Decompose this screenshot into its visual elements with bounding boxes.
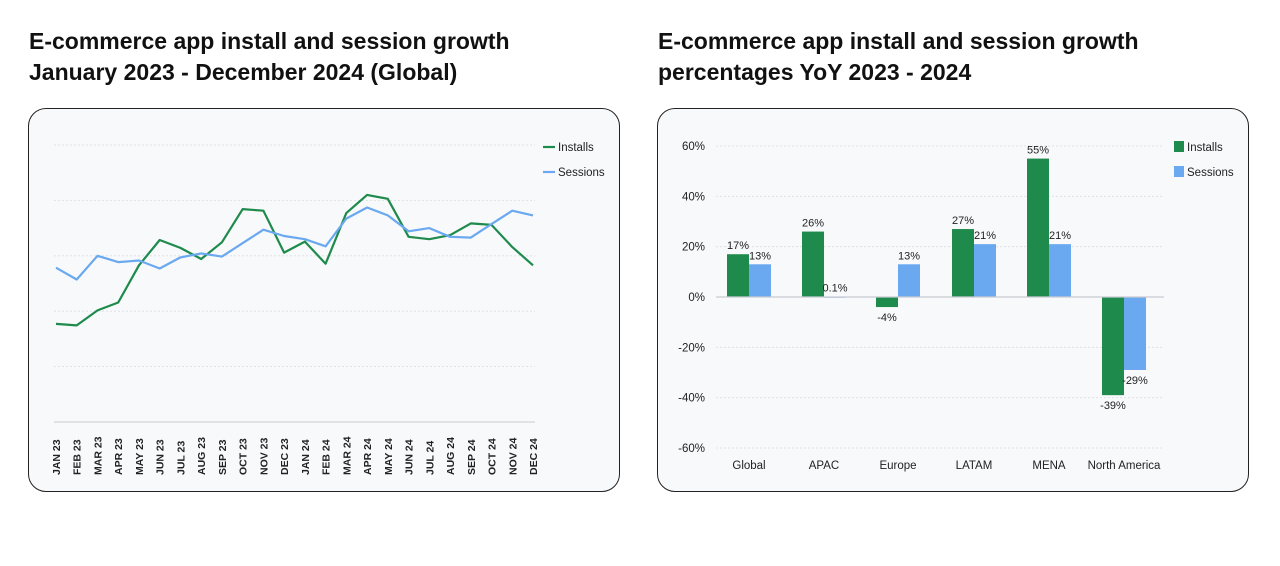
series-line-installs (55, 193, 534, 327)
y-tick-label: -40% (678, 393, 705, 405)
bar-sessions-north-america (1124, 297, 1146, 370)
x-tick-label: OCT 24 (487, 438, 499, 475)
y-tick-label: 20% (682, 242, 705, 254)
y-tick-label: 60% (682, 141, 705, 153)
x-tick-label: AUG 23 (196, 437, 208, 475)
data-label: 55% (1027, 145, 1049, 157)
bar-chart-card: 60% 40% 20% 0% -20% -40% -60% 17% 13% Global 26% 0.… (657, 108, 1249, 492)
data-label: 21% (1049, 230, 1071, 242)
x-tick-label: MAY 23 (134, 438, 146, 475)
x-tick-label: MAR 24 (341, 436, 353, 475)
legend-label-sessions: Sessions (558, 167, 605, 179)
data-label: 0.1% (822, 283, 847, 295)
data-label: 13% (749, 250, 771, 262)
x-tick-label: APR 23 (113, 438, 125, 475)
bar-installs-global (727, 254, 749, 297)
y-tick-label: 40% (682, 191, 705, 203)
bar-installs-north-america (1102, 297, 1124, 396)
y-tick-label: 0% (688, 292, 705, 304)
series-line-sessions (55, 206, 534, 281)
bar-chart: 60%40%20%0%-20%-40%-60%17%13%Global26%0.… (678, 141, 1234, 472)
legend-swatch-sessions (1174, 166, 1184, 177)
right-chart-title-line2: percentages YoY 2023 - 2024 (658, 59, 972, 85)
x-tick-label: JUN 23 (155, 439, 167, 475)
left-chart-title-line2: January 2023 - December 2024 (Global) (29, 59, 458, 85)
bar-sessions-mena (1049, 244, 1071, 297)
legend-label-installs: Installs (1187, 142, 1223, 154)
x-tick-label: JUN 24 (404, 439, 416, 475)
x-tick-label: Global (732, 460, 765, 472)
bar-installs-europe (876, 297, 898, 308)
line-chart: JAN 23 FEB 23 MAR 23 APR 23 MAY 23 JUN 23 JUL … (51, 142, 605, 475)
x-tick-label: AUG 24 (445, 437, 457, 475)
data-label: 26% (802, 218, 824, 230)
x-tick-label: MENA (1032, 460, 1066, 472)
x-tick-label: Europe (879, 460, 916, 472)
data-label: 27% (952, 215, 974, 227)
x-tick-label: JAN 24 (300, 439, 312, 475)
x-tick-label: NOV 23 (258, 437, 270, 475)
x-tick-label: LATAM (956, 460, 993, 472)
data-label: -39% (1100, 400, 1126, 412)
x-tick-label: JAN 23 (51, 439, 63, 475)
x-tick-label: MAR 23 (92, 436, 104, 475)
legend-label-installs: Installs (558, 142, 594, 154)
bar-installs-apac (802, 231, 824, 297)
data-label: -4% (877, 312, 897, 324)
data-label: 21% (974, 230, 996, 242)
x-tick-label: APR 24 (362, 438, 374, 475)
x-tick-label: MAY 24 (383, 438, 395, 475)
legend-label-sessions: Sessions (1187, 167, 1234, 179)
x-tick-label: JUL 23 (175, 441, 187, 475)
x-tick-label: NOV 24 (507, 437, 519, 475)
x-tick-label: SEP 23 (217, 439, 229, 475)
x-tick-label: OCT 23 (238, 438, 250, 475)
x-tick-label: JUL 24 (424, 441, 436, 475)
data-label: -29% (1122, 375, 1148, 387)
right-chart-title-line1: E-commerce app install and session growt… (658, 28, 1139, 54)
y-tick-label: -20% (678, 342, 705, 354)
bar-sessions-global (749, 264, 771, 297)
bar-sessions-europe (898, 264, 920, 297)
bar-sessions-latam (974, 244, 996, 297)
y-tick-label: -60% (678, 443, 705, 455)
data-label: 13% (898, 250, 920, 262)
x-tick-label: SEP 24 (466, 439, 478, 475)
x-tick-label: DEC 24 (528, 438, 540, 475)
left-chart-title-line1: E-commerce app install and session growt… (29, 28, 510, 54)
bar-installs-latam (952, 229, 974, 297)
legend-swatch-installs (1174, 141, 1184, 152)
bar-installs-mena (1027, 158, 1049, 297)
right-chart-title: E-commerce app install and session growt… (658, 26, 1139, 88)
x-tick-label: North America (1088, 460, 1161, 472)
data-label: 17% (727, 240, 749, 252)
line-chart-card: JAN 23 FEB 23 MAR 23 APR 23 MAY 23 JUN 23 JUL … (28, 108, 620, 492)
x-tick-label: APAC (809, 460, 839, 472)
x-tick-label: DEC 23 (279, 438, 291, 475)
left-chart-title: E-commerce app install and session growt… (29, 26, 510, 88)
x-tick-label: FEB 24 (321, 439, 333, 475)
x-tick-label: FEB 23 (72, 439, 84, 475)
